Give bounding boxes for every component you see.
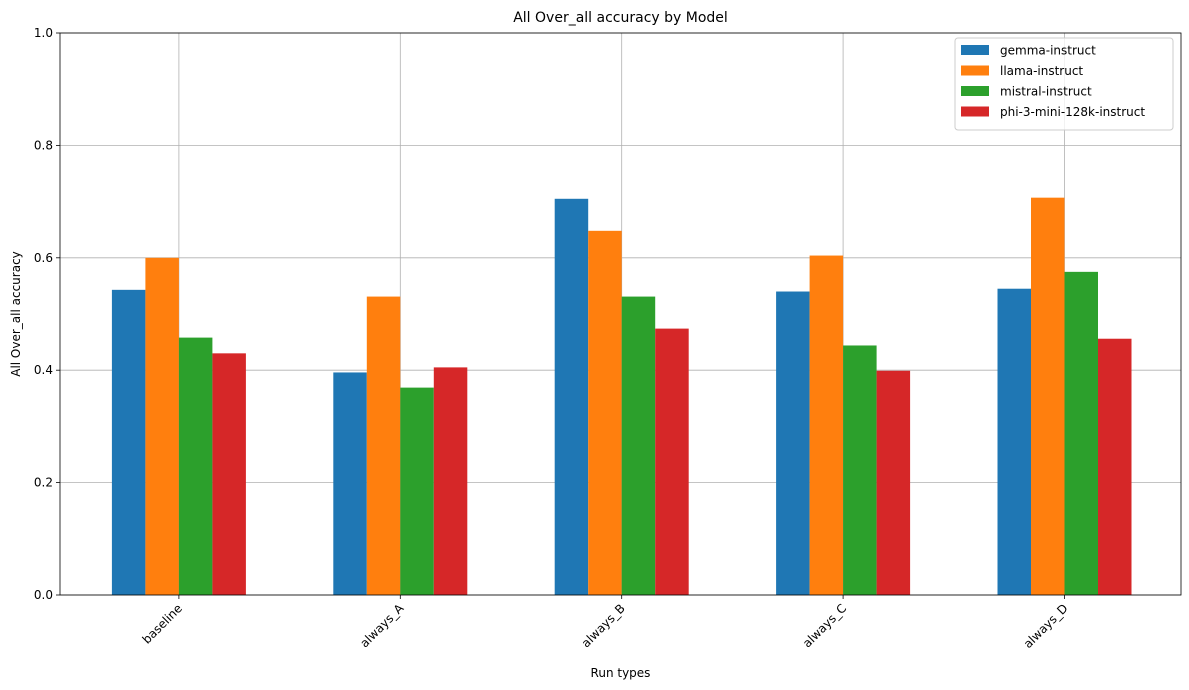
- bar-mistral-instruct-baseline: [178, 337, 213, 595]
- bar-llama-instruct-always-b: [588, 230, 622, 595]
- bar-phi-3-mini-128k-instruct-baseline: [212, 353, 246, 595]
- y-tick-label: 0.4: [34, 363, 53, 377]
- bar-mistral-instruct-always-d: [1064, 271, 1098, 595]
- legend: gemma-instruct llama-instruct mistral-inst…: [954, 37, 1174, 131]
- bar-mistral-instruct-always-c: [843, 345, 877, 595]
- bar-mistral-instruct-always-b: [621, 296, 656, 595]
- bar-phi-3-mini-128k-instruct-always-b: [655, 328, 689, 595]
- bar-phi-3-mini-128k-instruct-always-c: [876, 370, 911, 595]
- bar-llama-instruct-always-a: [366, 296, 401, 595]
- y-tick-label: 1.0: [34, 26, 53, 40]
- bar-gemma-instruct-always-a: [333, 372, 367, 595]
- bar-llama-instruct-always-c: [809, 255, 844, 595]
- legend-swatch: [961, 106, 989, 117]
- y-tick-label: 0.2: [34, 476, 53, 490]
- y-axis-label: All Over_all accuracy: [9, 251, 23, 377]
- x-tick-label-always-d: always_D: [1021, 601, 1071, 651]
- x-tick-label-baseline: baseline: [140, 601, 185, 646]
- legend-label: llama-instruct: [1000, 64, 1083, 78]
- bar-mistral-instruct-always-a: [400, 387, 434, 595]
- x-axis-label: Run types: [591, 666, 651, 680]
- bar-phi-3-mini-128k-instruct-always-d: [1098, 338, 1132, 595]
- y-tick-label: 0.6: [34, 251, 53, 265]
- bar-llama-instruct-baseline: [145, 257, 179, 595]
- legend-swatch: [961, 65, 989, 76]
- bars: [111, 197, 1132, 596]
- legend-swatch: [961, 45, 989, 55]
- legend-swatch: [961, 86, 989, 96]
- x-tick-label-always-b: always_B: [579, 601, 628, 650]
- plot-frame: [59, 32, 1182, 596]
- legend-box: [954, 37, 1174, 131]
- x-tick-label-always-c: always_C: [800, 601, 849, 650]
- bar-gemma-instruct-always-b: [554, 198, 589, 596]
- chart-title: All Over_all accuracy by Model: [513, 10, 728, 26]
- y-tick-label: 0.0: [34, 588, 53, 602]
- bar-llama-instruct-always-d: [1031, 197, 1065, 595]
- legend-label: gemma-instruct: [1000, 44, 1096, 58]
- y-tick-label: 0.8: [34, 138, 53, 152]
- legend-label: mistral-instruct: [1000, 85, 1092, 99]
- bar-gemma-instruct-baseline: [111, 289, 146, 595]
- bar-gemma-instruct-always-d: [997, 288, 1031, 595]
- bar-gemma-instruct-always-c: [776, 291, 810, 595]
- legend-label: phi-3-mini-128k-instruct: [1000, 105, 1145, 119]
- x-tick-label-always-a: always_A: [357, 601, 407, 651]
- bar-phi-3-mini-128k-instruct-always-a: [433, 367, 468, 595]
